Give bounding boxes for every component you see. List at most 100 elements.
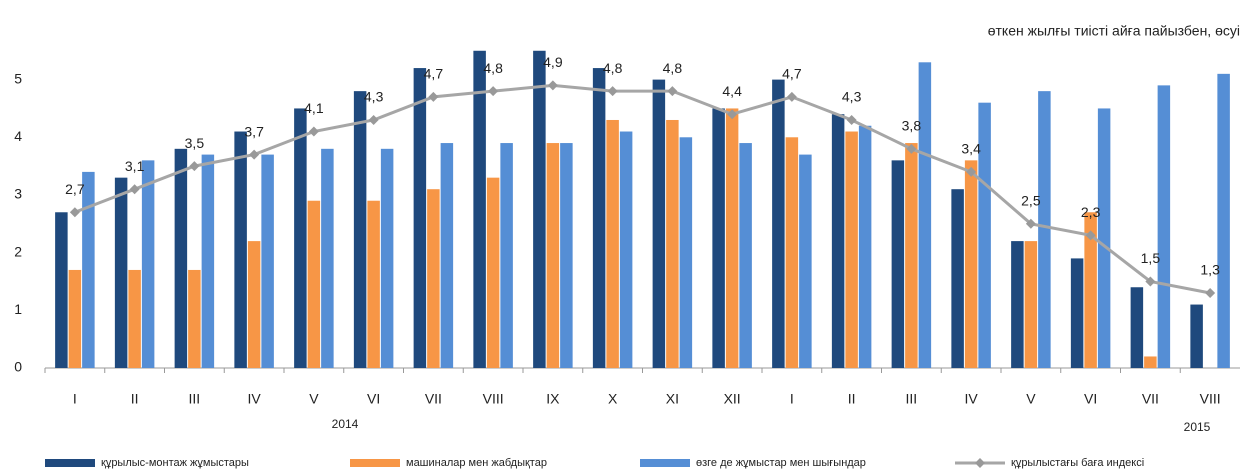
x-tick-label: X [608, 391, 618, 407]
data-label: 4,8 [603, 60, 623, 76]
x-tick-label: IV [248, 391, 262, 407]
bar [427, 189, 440, 368]
line-marker [547, 80, 558, 91]
y-tick-label: 3 [14, 186, 22, 202]
x-tick-label: V [1026, 391, 1036, 407]
bar [560, 143, 573, 368]
bar [592, 68, 606, 369]
bar [666, 119, 679, 368]
year-label: 2015 [1184, 420, 1211, 434]
bar [831, 114, 845, 368]
bar [845, 131, 858, 368]
bar [739, 143, 752, 368]
data-label: 4,8 [483, 60, 503, 76]
bar [1011, 241, 1024, 368]
bar [1084, 212, 1097, 368]
line-marker [607, 86, 618, 97]
bar [473, 50, 486, 369]
bar [772, 79, 785, 368]
data-label: 4,8 [663, 60, 683, 76]
bar [785, 137, 799, 368]
y-tick-label: 5 [14, 70, 22, 86]
data-label: 4,3 [364, 89, 384, 105]
year-label: 2014 [332, 417, 359, 431]
bar [1024, 241, 1038, 368]
bar [619, 131, 633, 368]
line-marker [786, 91, 797, 102]
legend-label: өзге де жұмыстар мен шығындар [696, 457, 866, 469]
bar [353, 91, 367, 369]
line-marker [846, 114, 857, 125]
x-tick-label: VII [1142, 391, 1159, 407]
legend-label: құрылыс-монтаж жұмыстары [101, 457, 249, 469]
line-marker [368, 114, 379, 125]
x-tick-label: VII [425, 391, 442, 407]
bar [261, 154, 274, 368]
line-marker [308, 126, 319, 137]
bar [679, 137, 693, 368]
legend-label: машиналар мен жабдықтар [406, 457, 547, 469]
bar [174, 148, 188, 368]
x-tick-label: VIII [483, 391, 504, 407]
bar [1038, 91, 1051, 369]
bar [652, 79, 666, 368]
bar [918, 62, 932, 369]
bar [486, 177, 500, 368]
line-marker [249, 149, 260, 160]
bar [440, 143, 454, 368]
data-label: 1,5 [1141, 250, 1161, 266]
data-label: 1,3 [1200, 262, 1220, 278]
bar [413, 68, 427, 369]
bar [55, 212, 68, 368]
data-label: 4,1 [304, 100, 324, 116]
bar [725, 108, 739, 369]
bar [114, 177, 128, 368]
y-tick-label: 2 [14, 243, 22, 259]
x-tick-label: VI [367, 391, 380, 407]
x-tick-label: III [906, 391, 918, 407]
line-marker [189, 161, 200, 172]
y-tick-label: 4 [14, 128, 22, 144]
line-marker [129, 184, 140, 195]
line-marker [906, 143, 917, 154]
bar [891, 160, 905, 368]
bar [128, 269, 141, 368]
data-label: 2,3 [1081, 204, 1101, 220]
line-marker [428, 91, 439, 102]
data-label: 3,1 [125, 158, 145, 174]
bar [978, 102, 991, 368]
data-label: 3,7 [244, 123, 264, 139]
bar [951, 189, 964, 368]
bar [1097, 108, 1111, 369]
data-label: 3,4 [961, 141, 981, 157]
data-label: 2,7 [65, 181, 85, 197]
line-marker [1085, 230, 1096, 241]
bar [546, 143, 560, 368]
legend-marker [975, 458, 985, 468]
x-tick-label: IX [546, 391, 560, 407]
chart-subtitle: өткен жылғы тиісті айға пайызбен, өсуі [988, 23, 1240, 39]
data-label: 3,8 [902, 118, 922, 134]
legend-swatch [350, 459, 400, 467]
bar [964, 160, 978, 368]
line-marker [966, 166, 977, 177]
bar [307, 200, 321, 368]
bar [1070, 258, 1084, 368]
data-label: 4,7 [782, 66, 802, 82]
legend-swatch [640, 459, 690, 467]
data-label: 3,5 [185, 135, 205, 151]
x-tick-label: IV [965, 391, 979, 407]
bar [606, 119, 619, 368]
bar [68, 269, 82, 368]
bar [533, 50, 546, 369]
x-tick-label: II [848, 391, 856, 407]
bar [234, 131, 247, 368]
bar [858, 125, 872, 368]
bar [141, 160, 155, 368]
x-tick-label: II [131, 391, 139, 407]
bar [1144, 356, 1157, 368]
legend-label: құрылыстағы баға индексі [1011, 457, 1144, 469]
bar [1217, 73, 1230, 368]
bar [201, 154, 215, 368]
